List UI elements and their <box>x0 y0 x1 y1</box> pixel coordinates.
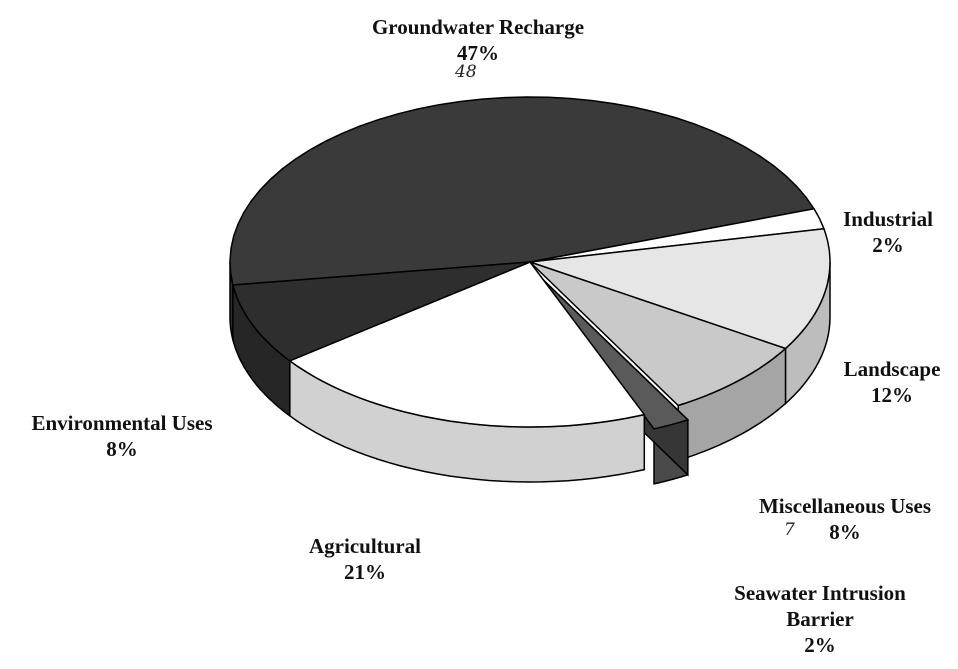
slice <box>539 275 690 430</box>
value-label: 2% <box>872 233 904 257</box>
slice-label: Landscape 12% <box>772 356 958 408</box>
category-name: Industrial <box>843 207 933 231</box>
category-name: Landscape <box>843 357 941 381</box>
value-label: 21% <box>344 560 386 584</box>
value-label: 8% <box>106 437 138 461</box>
slice <box>529 261 787 407</box>
slice <box>529 207 825 263</box>
slice-label: Miscellaneous Uses 8% <box>725 493 958 545</box>
category-name: Seawater Intrusion Barrier <box>734 581 906 631</box>
category-name: Miscellaneous Uses <box>758 494 932 518</box>
slice <box>229 96 816 286</box>
slice <box>529 227 831 350</box>
slice-label: Groundwater Recharge 47% <box>358 14 598 66</box>
slice-label: Environmental Uses 8% <box>2 410 242 462</box>
slice <box>231 261 531 362</box>
slice-label: Agricultural 21% <box>245 533 485 585</box>
slice-label: Industrial 2% <box>768 206 958 258</box>
slice <box>288 261 646 428</box>
category-name: Environmental Uses <box>31 411 213 435</box>
handwritten-note: 48 <box>455 62 477 82</box>
category-name: Groundwater Recharge <box>371 15 585 39</box>
value-label: 8% <box>829 520 861 544</box>
value-label: 2% <box>804 633 836 657</box>
value-label: 12% <box>871 383 913 407</box>
value-label: 47% <box>457 41 499 65</box>
handwritten-note: 7 <box>784 520 795 540</box>
category-name: Agricultural <box>309 534 421 558</box>
slice-label: Seawater Intrusion Barrier 2% <box>720 580 920 658</box>
